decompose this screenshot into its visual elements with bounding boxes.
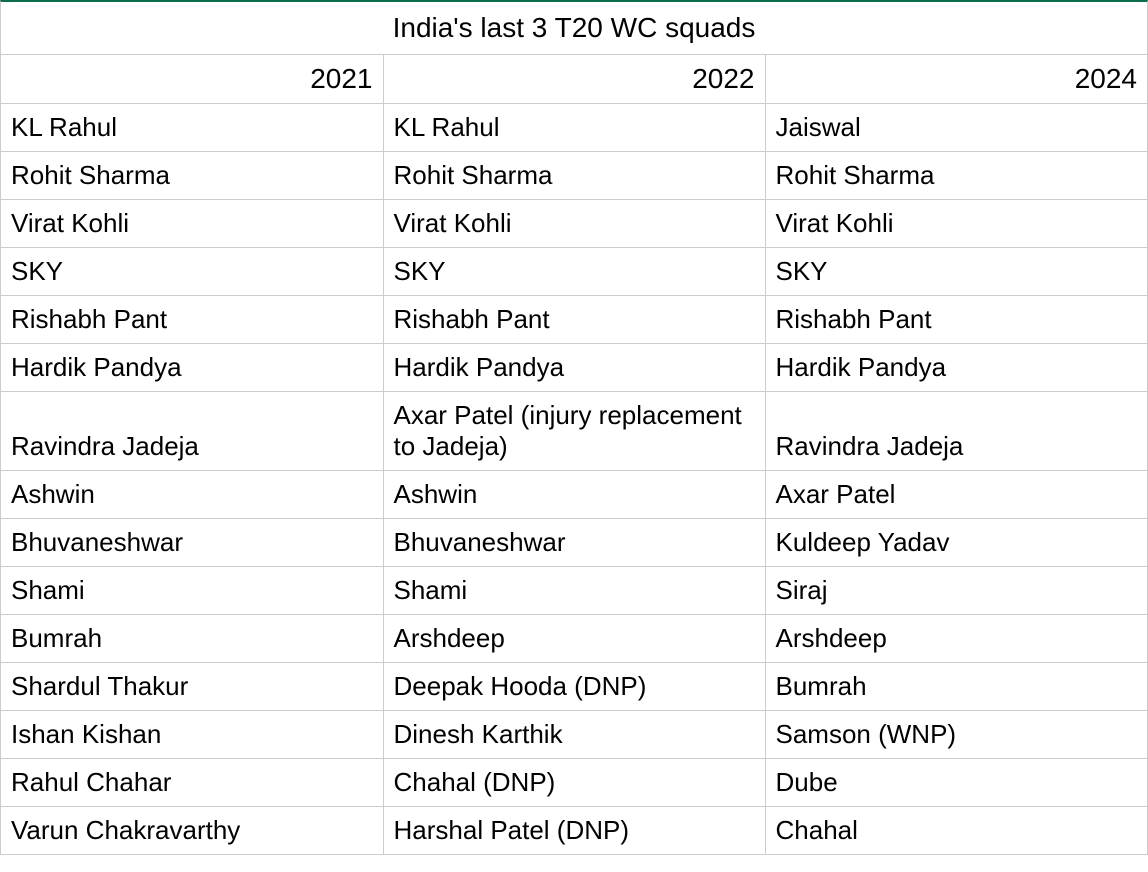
table-cell: Dube: [765, 759, 1147, 807]
table-row: Hardik PandyaHardik PandyaHardik Pandya: [1, 344, 1147, 392]
table-cell: Virat Kohli: [765, 200, 1147, 248]
table-cell: SKY: [1, 248, 383, 296]
table-head: India's last 3 T20 WC squads 2021 2022 2…: [1, 2, 1147, 104]
table-row: Rahul ChaharChahal (DNP)Dube: [1, 759, 1147, 807]
table-cell: Shami: [1, 567, 383, 615]
table-row: ShamiShamiSiraj: [1, 567, 1147, 615]
table-cell: Axar Patel: [765, 471, 1147, 519]
table-cell: Shami: [383, 567, 765, 615]
table-cell: Chahal: [765, 807, 1147, 855]
header-row: 2021 2022 2024: [1, 55, 1147, 104]
table-cell: Rohit Sharma: [765, 152, 1147, 200]
table-cell: Arshdeep: [383, 615, 765, 663]
table-cell: Dinesh Karthik: [383, 711, 765, 759]
table-cell: Rishabh Pant: [765, 296, 1147, 344]
table-cell: Rishabh Pant: [1, 296, 383, 344]
table-cell: KL Rahul: [1, 104, 383, 152]
table-cell: Virat Kohli: [1, 200, 383, 248]
table-cell: Harshal Patel (DNP): [383, 807, 765, 855]
table-row: BumrahArshdeepArshdeep: [1, 615, 1147, 663]
table-cell: Ishan Kishan: [1, 711, 383, 759]
table-cell: Ravindra Jadeja: [765, 392, 1147, 471]
table-cell: KL Rahul: [383, 104, 765, 152]
table-cell: Chahal (DNP): [383, 759, 765, 807]
table-cell: Varun Chakravarthy: [1, 807, 383, 855]
table-cell: Bumrah: [765, 663, 1147, 711]
table-row: Virat KohliVirat KohliVirat Kohli: [1, 200, 1147, 248]
table-cell: Kuldeep Yadav: [765, 519, 1147, 567]
table-title: India's last 3 T20 WC squads: [1, 2, 1147, 55]
squad-table-container: India's last 3 T20 WC squads 2021 2022 2…: [0, 0, 1148, 855]
table-cell: Ravindra Jadeja: [1, 392, 383, 471]
squad-table: India's last 3 T20 WC squads 2021 2022 2…: [1, 2, 1147, 854]
table-cell: Bhuvaneshwar: [1, 519, 383, 567]
table-cell: Axar Patel (injury replacement to Jadeja…: [383, 392, 765, 471]
table-row: KL RahulKL RahulJaiswal: [1, 104, 1147, 152]
table-cell: Rahul Chahar: [1, 759, 383, 807]
table-cell: Hardik Pandya: [383, 344, 765, 392]
table-cell: Bhuvaneshwar: [383, 519, 765, 567]
col-header-2021: 2021: [1, 55, 383, 104]
table-cell: Hardik Pandya: [1, 344, 383, 392]
table-row: Varun ChakravarthyHarshal Patel (DNP)Cha…: [1, 807, 1147, 855]
table-cell: Samson (WNP): [765, 711, 1147, 759]
table-cell: Siraj: [765, 567, 1147, 615]
col-header-2022: 2022: [383, 55, 765, 104]
table-row: BhuvaneshwarBhuvaneshwarKuldeep Yadav: [1, 519, 1147, 567]
table-row: Rohit SharmaRohit SharmaRohit Sharma: [1, 152, 1147, 200]
table-cell: SKY: [383, 248, 765, 296]
table-row: SKYSKYSKY: [1, 248, 1147, 296]
table-body: KL RahulKL RahulJaiswalRohit SharmaRohit…: [1, 104, 1147, 855]
col-header-2024: 2024: [765, 55, 1147, 104]
table-cell: Arshdeep: [765, 615, 1147, 663]
table-cell: Shardul Thakur: [1, 663, 383, 711]
title-row: India's last 3 T20 WC squads: [1, 2, 1147, 55]
table-cell: Ashwin: [1, 471, 383, 519]
table-row: Shardul ThakurDeepak Hooda (DNP)Bumrah: [1, 663, 1147, 711]
table-cell: Deepak Hooda (DNP): [383, 663, 765, 711]
table-row: Rishabh PantRishabh PantRishabh Pant: [1, 296, 1147, 344]
table-cell: Hardik Pandya: [765, 344, 1147, 392]
table-row: AshwinAshwinAxar Patel: [1, 471, 1147, 519]
table-cell: Ashwin: [383, 471, 765, 519]
table-cell: Rohit Sharma: [383, 152, 765, 200]
table-cell: Rishabh Pant: [383, 296, 765, 344]
table-row: Ishan KishanDinesh KarthikSamson (WNP): [1, 711, 1147, 759]
table-cell: Jaiswal: [765, 104, 1147, 152]
table-cell: Rohit Sharma: [1, 152, 383, 200]
table-row: Ravindra JadejaAxar Patel (injury replac…: [1, 392, 1147, 471]
table-cell: Bumrah: [1, 615, 383, 663]
table-cell: Virat Kohli: [383, 200, 765, 248]
table-cell: SKY: [765, 248, 1147, 296]
